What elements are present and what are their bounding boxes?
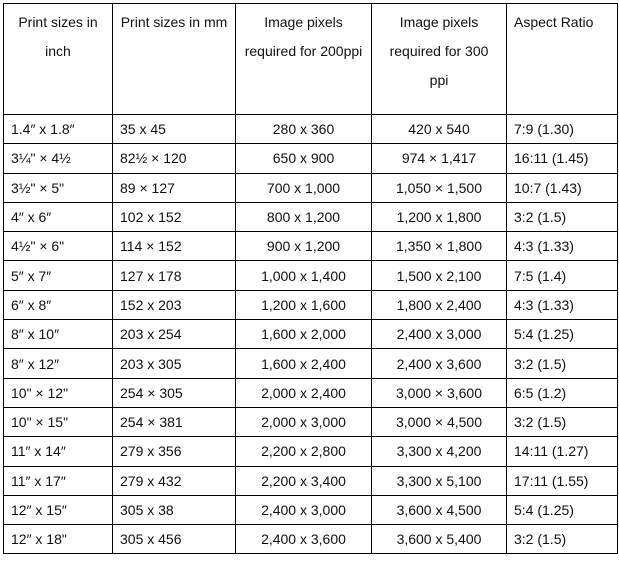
cell-inch: 4½" × 6"	[3, 231, 113, 262]
table-row: 8″ x 10″ 203 x 254 1,600 x 2,000 2,400 x 3,…	[3, 319, 618, 350]
table-row: 3¼" × 4½ 82½ × 120 650 x 900 974 × 1,417 16:…	[3, 143, 618, 174]
header-300ppi: Image pixels required for 300 ppi	[371, 3, 507, 115]
cell-200ppi: 2,400 x 3,000	[235, 494, 372, 526]
cell-300ppi: 1,200 x 1,800	[371, 201, 507, 233]
table-row: 11″ x 14″ 279 x 356 2,200 x 2,800 3,300 x 4…	[3, 436, 618, 467]
cell-300ppi: 1,050 × 1,500	[371, 172, 507, 203]
cell-aspect-ratio: 4:3 (1.33)	[506, 289, 618, 321]
table-row: 10" × 12" 254 × 305 2,000 x 2,400 3,000 × 3…	[3, 377, 618, 408]
cell-300ppi: 3,300 x 4,200	[371, 436, 507, 467]
cell-300ppi: 2,400 x 3,600	[371, 348, 507, 379]
cell-inch: 11″ x 14″	[3, 436, 113, 467]
cell-mm: 254 × 381	[112, 406, 236, 438]
cell-300ppi: 3,000 × 4,500	[371, 406, 507, 438]
cell-inch: 8″ x 12″	[3, 348, 113, 379]
cell-mm: 203 x 305	[112, 348, 236, 379]
cell-aspect-ratio: 6:5 (1.2)	[506, 377, 618, 408]
cell-inch: 8″ x 10″	[3, 319, 113, 350]
table-row: 4″ x 6″ 102 x 152 800 x 1,200 1,200 x 1,800…	[3, 201, 618, 233]
cell-aspect-ratio: 3:2 (1.5)	[506, 406, 618, 438]
cell-mm: 279 x 432	[112, 465, 236, 496]
cell-300ppi: 1,800 x 2,400	[371, 289, 507, 321]
table-row: 4½" × 6" 114 × 152 900 x 1,200 1,350 × 1,80…	[3, 231, 618, 262]
cell-200ppi: 800 x 1,200	[235, 201, 372, 233]
cell-aspect-ratio: 7:9 (1.30)	[506, 113, 618, 145]
cell-200ppi: 2,000 x 2,400	[235, 377, 372, 408]
cell-mm: 89 × 127	[112, 172, 236, 203]
cell-inch: 10" × 15"	[3, 406, 113, 438]
cell-200ppi: 1,600 x 2,000	[235, 319, 372, 350]
cell-200ppi: 2,400 x 3,600	[235, 524, 372, 555]
cell-aspect-ratio: 14:11 (1.27)	[506, 436, 618, 467]
cell-mm: 102 x 152	[112, 201, 236, 233]
cell-mm: 279 x 356	[112, 436, 236, 467]
cell-inch: 10" × 12"	[3, 377, 113, 408]
cell-300ppi: 420 x 540	[371, 113, 507, 145]
cell-inch: 12″ x 15″	[3, 494, 113, 526]
table-row: 5″ x 7″ 127 x 178 1,000 x 1,400 1,500 x 2,1…	[3, 260, 618, 291]
cell-aspect-ratio: 3:2 (1.5)	[506, 524, 618, 555]
cell-inch: 1.4″ x 1.8″	[3, 113, 113, 145]
cell-aspect-ratio: 3:2 (1.5)	[506, 201, 618, 233]
header-200ppi: Image pixels required for 200ppi	[235, 3, 372, 115]
cell-200ppi: 2,200 x 3,400	[235, 465, 372, 496]
cell-aspect-ratio: 17:11 (1.55)	[506, 465, 618, 496]
header-mm: Print sizes in mm	[112, 3, 236, 115]
cell-aspect-ratio: 7:5 (1.4)	[506, 260, 618, 291]
cell-200ppi: 1,000 x 1,400	[235, 260, 372, 291]
table-row: 1.4″ x 1.8″ 35 x 45 280 x 360 420 x 540 7:9 …	[3, 113, 618, 145]
cell-mm: 114 × 152	[112, 231, 236, 262]
cell-inch: 4″ x 6″	[3, 201, 113, 233]
cell-inch: 11″ x 17″	[3, 465, 113, 496]
cell-200ppi: 2,000 x 3,000	[235, 406, 372, 438]
cell-aspect-ratio: 5:4 (1.25)	[506, 319, 618, 350]
table-row: 12″ x 15″ 305 x 38 2,400 x 3,000 3,600 x 4,…	[3, 494, 618, 526]
cell-200ppi: 700 x 1,000	[235, 172, 372, 203]
cell-mm: 203 x 254	[112, 319, 236, 350]
cell-300ppi: 3,300 x 5,100	[371, 465, 507, 496]
cell-mm: 305 x 38	[112, 494, 236, 526]
cell-300ppi: 3,000 × 3,600	[371, 377, 507, 408]
cell-inch: 3¼" × 4½	[3, 143, 113, 174]
cell-aspect-ratio: 4:3 (1.33)	[506, 231, 618, 262]
cell-inch: 5″ x 7″	[3, 260, 113, 291]
table-row: 8″ x 12″ 203 x 305 1,600 x 2,400 2,400 x 3,…	[3, 348, 618, 379]
table-row: 6″ x 8″ 152 x 203 1,200 x 1,600 1,800 x 2,4…	[3, 289, 618, 321]
cell-mm: 35 x 45	[112, 113, 236, 145]
cell-aspect-ratio: 10:7 (1.43)	[506, 172, 618, 203]
cell-300ppi: 1,350 × 1,800	[371, 231, 507, 262]
cell-300ppi: 3,600 x 4,500	[371, 494, 507, 526]
cell-mm: 254 × 305	[112, 377, 236, 408]
cell-aspect-ratio: 16:11 (1.45)	[506, 143, 618, 174]
cell-mm: 82½ × 120	[112, 143, 236, 174]
cell-300ppi: 3,600 x 5,400	[371, 524, 507, 555]
cell-200ppi: 280 x 360	[235, 113, 372, 145]
cell-200ppi: 650 x 900	[235, 143, 372, 174]
print-size-table: Print sizes in inch Print sizes in mm Im…	[3, 3, 618, 555]
cell-300ppi: 2,400 x 3,000	[371, 319, 507, 350]
cell-300ppi: 1,500 x 2,100	[371, 260, 507, 291]
table-row: 12″ x 18" 305 x 456 2,400 x 3,600 3,600 x 5…	[3, 524, 618, 555]
header-row: Print sizes in inch Print sizes in mm Im…	[3, 3, 618, 115]
cell-200ppi: 1,600 x 2,400	[235, 348, 372, 379]
cell-200ppi: 1,200 x 1,600	[235, 289, 372, 321]
cell-aspect-ratio: 5:4 (1.25)	[506, 494, 618, 526]
table-row: 11″ x 17″ 279 x 432 2,200 x 3,400 3,300 x 5…	[3, 465, 618, 496]
cell-200ppi: 900 x 1,200	[235, 231, 372, 262]
table-row: 3½" × 5" 89 × 127 700 x 1,000 1,050 × 1,500…	[3, 172, 618, 203]
cell-mm: 127 x 178	[112, 260, 236, 291]
cell-inch: 6″ x 8″	[3, 289, 113, 321]
cell-mm: 152 x 203	[112, 289, 236, 321]
cell-mm: 305 x 456	[112, 524, 236, 555]
cell-inch: 12″ x 18"	[3, 524, 113, 555]
table-row: 10" × 15" 254 × 381 2,000 x 3,000 3,000 × 4…	[3, 406, 618, 438]
cell-inch: 3½" × 5"	[3, 172, 113, 203]
cell-aspect-ratio: 3:2 (1.5)	[506, 348, 618, 379]
cell-200ppi: 2,200 x 2,800	[235, 436, 372, 467]
header-aspect-ratio: Aspect Ratio	[506, 3, 618, 115]
header-inch: Print sizes in inch	[3, 3, 113, 115]
cell-300ppi: 974 × 1,417	[371, 143, 507, 174]
